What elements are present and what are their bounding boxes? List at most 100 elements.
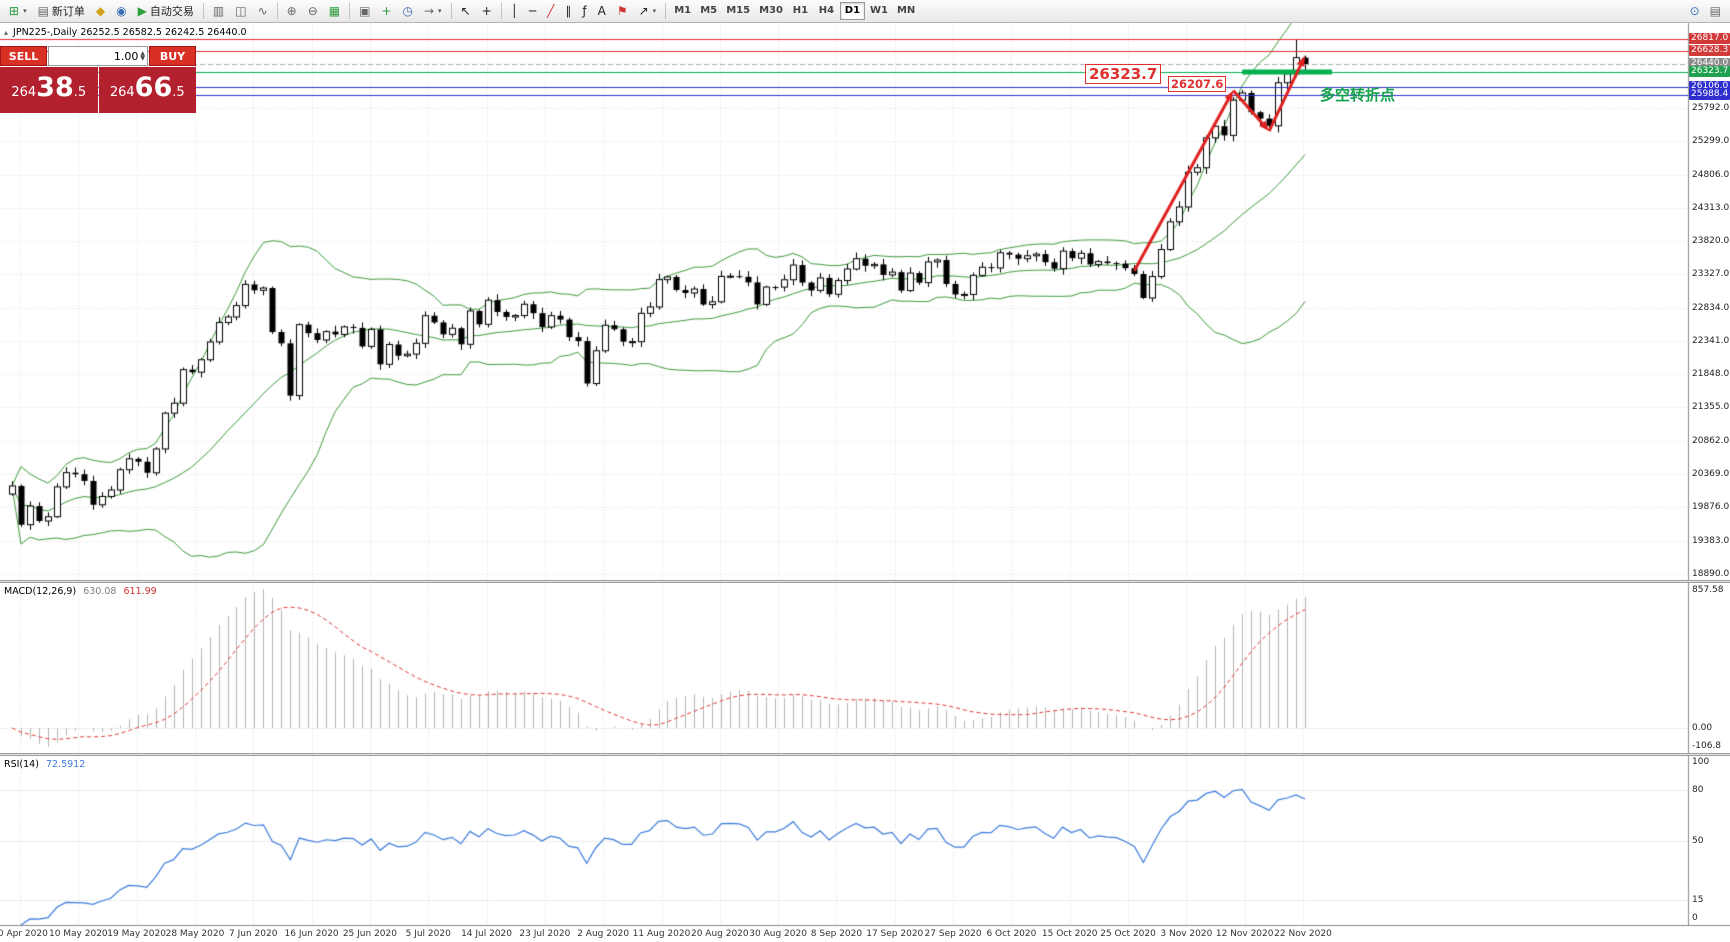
- buy-price-prefix: 264: [109, 85, 135, 100]
- clock-button[interactable]: ◷: [398, 1, 418, 21]
- date-axis-label: 14 Jul 2020: [461, 929, 512, 939]
- line-chart-button[interactable]: ∿: [253, 1, 273, 21]
- price-label-key-level[interactable]: 26323.7: [1085, 64, 1162, 84]
- timeframe-m15[interactable]: M15: [722, 2, 754, 20]
- trade-panel-controls: SELL 1.00 ▲ ▼ BUY: [0, 46, 196, 66]
- cursor-icon: ↖: [460, 4, 471, 18]
- vertical-line-icon: │: [510, 4, 518, 18]
- rsi-axis-label: 100: [1692, 757, 1710, 767]
- autotrade-label: 自动交易: [149, 5, 194, 18]
- cascade-windows-button[interactable]: ▣: [354, 1, 375, 21]
- crosshair-icon: +: [481, 4, 492, 18]
- timeframe-m30[interactable]: M30: [755, 2, 787, 20]
- arrows-tool[interactable]: ↗ ▾: [634, 1, 662, 21]
- crosshair-tool-button[interactable]: +: [477, 1, 497, 21]
- price-axis-label: 21848.0: [1692, 369, 1730, 380]
- toolbar-separator: [500, 3, 502, 19]
- tile-windows-button[interactable]: ▦: [324, 1, 345, 21]
- sell-price-frac: .5: [73, 85, 87, 100]
- autotrade-button[interactable]: ▶ 自动交易: [133, 1, 199, 21]
- candle-chart-button[interactable]: ◫: [230, 1, 251, 21]
- new-order-button[interactable]: ▤ 新订单: [33, 1, 90, 21]
- rsi-value: 72.5912: [45, 759, 86, 770]
- turning-point-text[interactable]: 多空转折点: [1320, 86, 1396, 104]
- sell-button[interactable]: SELL: [0, 46, 47, 66]
- buy-button[interactable]: BUY: [149, 46, 196, 66]
- date-axis-label: 7 Jun 2020: [229, 929, 278, 939]
- timeframe-mn[interactable]: MN: [893, 2, 919, 20]
- zoom-out-button[interactable]: ⊖: [303, 1, 323, 21]
- date-axis-label: 10 May 2020: [48, 929, 108, 939]
- price-axis-label: 21355.0: [1692, 402, 1730, 413]
- vertical-line-tool[interactable]: │: [506, 1, 523, 21]
- timeframe-m1[interactable]: M1: [670, 2, 695, 20]
- trendline-tool[interactable]: ╱: [542, 1, 559, 21]
- date-axis-label: 22 Nov 2020: [1274, 929, 1332, 939]
- horizontal-line-tool[interactable]: ─: [524, 1, 541, 21]
- macd-axis-label: 857.58: [1692, 585, 1724, 595]
- panel-splitter[interactable]: [0, 753, 1730, 756]
- collapse-triangle-icon: ▴: [4, 28, 9, 37]
- spinner-down-icon[interactable]: ▼: [140, 55, 145, 62]
- bar-chart-button[interactable]: ▥: [208, 1, 229, 21]
- zoom-in-button[interactable]: ⊕: [282, 1, 302, 21]
- mql-market-icon: ◆: [95, 4, 106, 18]
- macd-signal-value: 611.99: [123, 586, 157, 597]
- profile-button[interactable]: ◉: [111, 1, 131, 21]
- label-tool[interactable]: ⚑: [612, 1, 633, 21]
- timeframe-w1[interactable]: W1: [866, 2, 892, 20]
- volume-spinner[interactable]: ▲ ▼: [140, 50, 145, 62]
- price-axis-label: 24313.0: [1692, 202, 1730, 213]
- new-order-label: 新订单: [51, 5, 85, 18]
- timeframe-h1[interactable]: H1: [788, 2, 813, 20]
- sell-price-prefix: 264: [11, 85, 37, 100]
- new-chart-button[interactable]: ⊞ ▾: [4, 1, 32, 21]
- channel-tool[interactable]: ∥: [560, 1, 576, 21]
- timeframe-d1[interactable]: D1: [839, 2, 865, 20]
- timeframe-m5[interactable]: M5: [696, 2, 721, 20]
- mql-market-button[interactable]: ◆: [91, 1, 110, 21]
- fibonacci-tool[interactable]: ƒ: [577, 1, 591, 21]
- chevron-down-icon: ▾: [652, 7, 657, 15]
- date-axis-label: 27 Sep 2020: [924, 929, 982, 939]
- price-axis-label: 23820.0: [1692, 236, 1730, 247]
- volume-value: 1.00: [113, 49, 139, 63]
- indicators-button[interactable]: +: [376, 1, 396, 21]
- sell-price-big: 38: [36, 72, 74, 103]
- timeframe-toolbar: M1 M5 M15 M30 H1 H4 D1 W1 MN: [670, 2, 919, 20]
- price-label-swing-low[interactable]: 26207.6: [1168, 76, 1227, 92]
- macd-main-value: 630.08: [83, 586, 117, 597]
- timeframe-h4[interactable]: H4: [814, 2, 839, 20]
- spinner-up-icon[interactable]: ▲: [140, 50, 145, 57]
- sell-price[interactable]: 264 38.5: [0, 67, 98, 113]
- zoom-out-icon: ⊖: [307, 4, 318, 18]
- flag-icon: ⚑: [616, 4, 628, 18]
- panel-splitter[interactable]: [0, 580, 1730, 583]
- cursor-tool-button[interactable]: ↖: [456, 1, 476, 21]
- channel-icon: ∥: [565, 4, 572, 18]
- chart-shift-button[interactable]: → ▾: [419, 1, 447, 21]
- date-axis-label: 11 Aug 2020: [632, 929, 691, 939]
- order-form-icon: ▤: [37, 4, 49, 18]
- add-indicator-icon: +: [381, 4, 392, 18]
- line-chart-icon: ∿: [257, 4, 268, 18]
- text-tool[interactable]: A: [593, 1, 611, 21]
- price-axis-label: 22834.0: [1692, 302, 1730, 313]
- price-axis-label: 19876.0: [1692, 502, 1730, 513]
- date-axis-label: 16 Jun 2020: [284, 929, 339, 939]
- search-button[interactable]: ⊙: [1685, 1, 1705, 21]
- profile-icon: ◉: [116, 4, 127, 18]
- toolbar-separator: [450, 3, 452, 19]
- horizontal-line-icon: ─: [528, 4, 537, 18]
- toolbar-separator: [202, 3, 204, 19]
- price-tag: 26106.0: [1689, 80, 1730, 92]
- chart-title: ▴ JPN225-,Daily 26252.5 26582.5 26242.5 …: [4, 27, 247, 38]
- price-tag: 25988.4: [1689, 88, 1730, 100]
- volume-input[interactable]: 1.00 ▲ ▼: [48, 46, 148, 66]
- price-axis-label: 22341.0: [1692, 335, 1730, 346]
- panel-button[interactable]: ▤: [1705, 1, 1726, 21]
- buy-price[interactable]: 264 66.5: [98, 67, 196, 113]
- tile-windows-icon: ▦: [328, 4, 341, 18]
- search-icon: ⊙: [1689, 4, 1700, 18]
